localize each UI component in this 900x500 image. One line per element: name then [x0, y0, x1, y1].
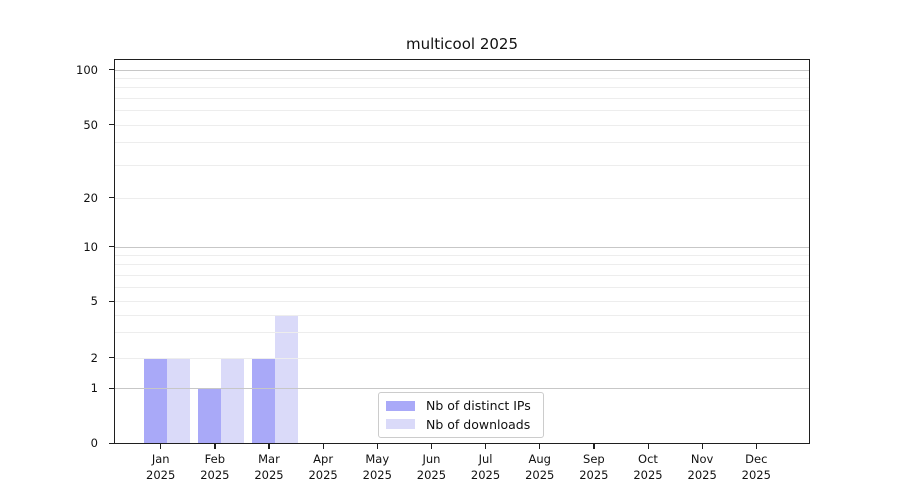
y-tick — [109, 124, 114, 126]
x-tick — [755, 444, 757, 449]
y-gridline-minor — [115, 274, 809, 276]
x-tick-label-line: 2025 — [254, 468, 284, 482]
x-tick-label-line: 2025 — [525, 468, 555, 482]
legend-row: Nb of distinct IPs — [386, 398, 536, 413]
x-tick — [214, 444, 216, 449]
y-gridline-minor — [115, 254, 809, 256]
x-tick-label: Jan 2025 — [129, 451, 193, 483]
y-gridline-minor — [115, 87, 809, 89]
y-tick-label: 0 — [90, 436, 98, 450]
x-tick-label: Jul 2025 — [454, 451, 518, 483]
x-tick-label-line: Sep — [583, 452, 605, 466]
x-tick-label-line: May — [365, 452, 390, 466]
x-tick-label-line: Dec — [745, 452, 768, 466]
x-tick-label-line: Apr — [313, 452, 334, 466]
bar-distinct-ips — [197, 388, 221, 443]
y-gridline-minor — [115, 165, 809, 167]
x-tick — [539, 444, 541, 449]
x-tick-label-line: Jun — [422, 452, 441, 466]
y-tick-label: 50 — [83, 117, 98, 132]
y-gridline-minor — [115, 357, 809, 359]
legend-swatch — [386, 419, 415, 430]
chart-title: multicool 2025 — [405, 35, 519, 53]
y-tick — [109, 197, 114, 199]
x-tick-label: Jun 2025 — [399, 451, 463, 483]
x-tick-label-line: 2025 — [579, 468, 609, 482]
y-gridline-major — [115, 246, 809, 248]
y-tick — [109, 442, 114, 444]
y-gridline-major — [115, 388, 809, 389]
x-tick-label-line: 2025 — [470, 468, 501, 482]
x-tick-label-line: 2025 — [633, 468, 663, 482]
bar-downloads — [167, 357, 191, 443]
y-tick — [109, 69, 114, 71]
legend-label: Nb of downloads — [426, 416, 531, 432]
y-tick-label: 10 — [83, 239, 98, 254]
y-tick-label: 2 — [90, 350, 98, 365]
bar-downloads — [275, 314, 299, 443]
x-tick-label: Dec 2025 — [724, 451, 788, 483]
x-tick-label: Oct 2025 — [616, 451, 680, 483]
legend-swatch — [386, 400, 415, 411]
y-gridline-minor — [115, 264, 809, 266]
x-tick — [701, 444, 703, 449]
y-tick-label: 20 — [83, 190, 98, 205]
x-tick-label-line: Feb — [204, 452, 226, 466]
y-tick-label: 100 — [76, 62, 98, 77]
y-tick — [109, 357, 114, 359]
x-tick-label: Feb 2025 — [183, 451, 247, 483]
x-tick-label: Apr 2025 — [291, 451, 355, 483]
x-tick — [376, 444, 378, 449]
y-tick — [109, 387, 114, 389]
bar-distinct-ips — [143, 357, 167, 443]
x-tick-label-line: 2025 — [362, 468, 392, 482]
legend-label: Nb of distinct IPs — [426, 398, 531, 414]
y-gridline-minor — [115, 332, 809, 334]
x-tick-label-line: 2025 — [687, 468, 717, 482]
y-tick — [109, 300, 114, 302]
legend: Nb of distinct IPs Nb of downloads — [378, 392, 544, 438]
y-gridline-minor — [115, 301, 809, 302]
x-tick-label: May 2025 — [345, 451, 409, 483]
x-tick — [160, 444, 162, 449]
y-gridline-minor — [115, 124, 809, 126]
y-gridline-major — [115, 69, 809, 71]
x-tick-label-line: Nov — [690, 452, 714, 466]
x-tick-label-line: Jan — [151, 452, 170, 466]
x-tick-label-line: 2025 — [146, 468, 176, 482]
bar-downloads — [221, 357, 245, 443]
x-tick — [322, 444, 324, 449]
x-tick-label-line: Oct — [638, 452, 658, 466]
x-tick — [593, 444, 595, 449]
x-tick-label-line: 2025 — [200, 468, 230, 482]
y-gridline-minor — [115, 314, 809, 316]
x-tick — [268, 444, 270, 449]
x-tick-label: Aug 2025 — [508, 451, 572, 483]
y-gridline-minor — [115, 197, 809, 199]
x-tick-label: Nov 2025 — [670, 451, 734, 483]
x-tick-label-line: Aug — [528, 452, 551, 466]
y-tick — [109, 246, 114, 248]
y-tick-label: 5 — [90, 294, 98, 308]
y-tick-label: 1 — [90, 381, 98, 395]
y-gridline-minor — [115, 142, 809, 144]
x-tick-label: Mar 2025 — [237, 451, 301, 483]
x-tick — [430, 444, 433, 449]
y-gridline-minor — [115, 286, 809, 288]
x-tick-label-line: 2025 — [416, 468, 447, 482]
y-gridline-minor — [115, 97, 809, 99]
x-tick-label-line: Mar — [258, 452, 280, 466]
x-tick — [647, 444, 649, 449]
x-tick-label-line: 2025 — [308, 468, 338, 482]
bar-distinct-ips — [251, 357, 275, 443]
y-gridline-minor — [115, 110, 809, 112]
plot-area — [114, 59, 810, 444]
x-tick — [485, 444, 487, 449]
x-tick-label-line: Jul — [478, 452, 493, 466]
y-gridline-minor — [115, 77, 809, 79]
legend-row: Nb of downloads — [386, 417, 536, 432]
x-tick-label: Sep 2025 — [562, 451, 626, 483]
x-tick-label-line: 2025 — [741, 468, 771, 482]
